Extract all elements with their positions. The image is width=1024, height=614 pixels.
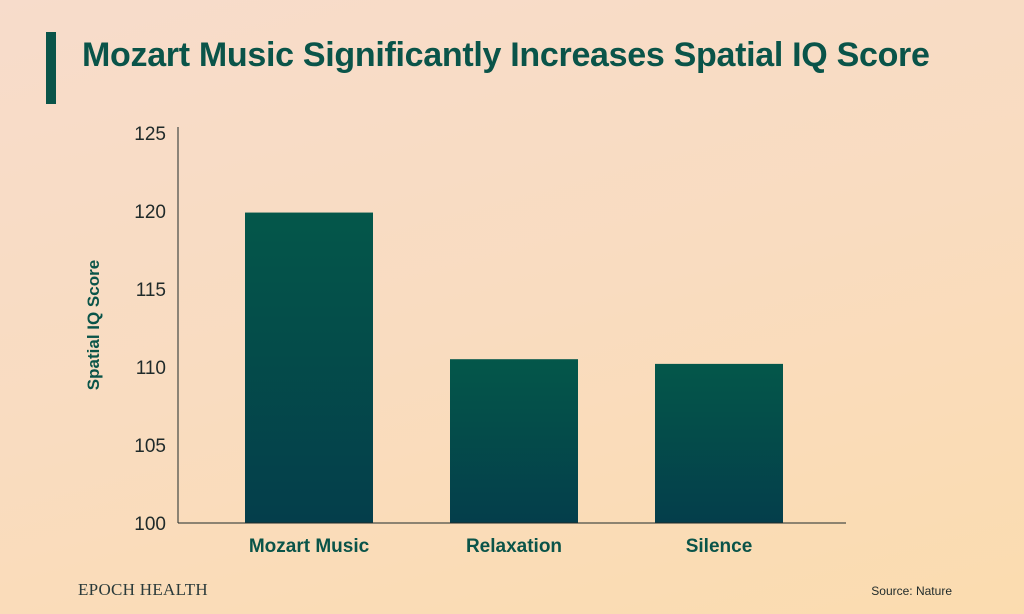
bar-mozart-music (245, 212, 373, 523)
y-tick-label: 105 (134, 436, 166, 457)
y-tick-label: 110 (136, 358, 166, 379)
y-axis-label: Spatial IQ Score (84, 260, 103, 390)
chart-title: Mozart Music Significantly Increases Spa… (82, 36, 930, 74)
title-accent-bar (46, 32, 56, 104)
x-tick-label: Silence (686, 536, 753, 557)
y-tick-label: 125 (134, 124, 166, 145)
bar-silence (655, 363, 783, 523)
x-tick-label: Mozart Music (249, 536, 370, 557)
source-note: Source: Nature (871, 584, 952, 598)
y-tick-label: 100 (134, 514, 166, 535)
y-tick-label: 120 (134, 202, 166, 223)
y-tick-label: 115 (136, 280, 166, 301)
bar-relaxation (450, 359, 578, 523)
x-tick-label: Relaxation (466, 536, 562, 557)
brand-logo: EPOCH HEALTH (78, 580, 209, 599)
